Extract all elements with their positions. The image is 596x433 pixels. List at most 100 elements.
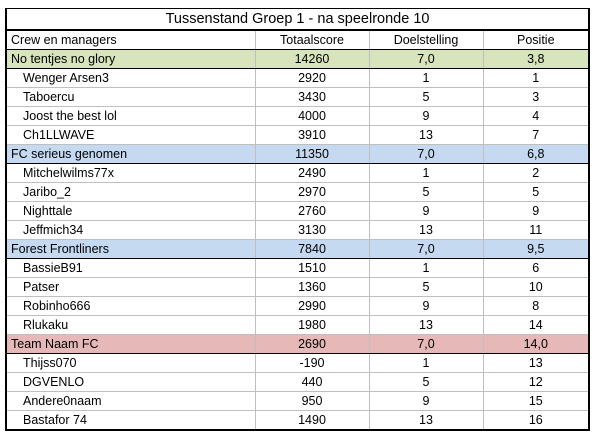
manager-position: 4 [482, 106, 591, 126]
team-row: FC serieus genomen 11350 7,0 6,8 [5, 144, 591, 164]
team-position: 14,0 [482, 334, 591, 354]
team-position: 9,5 [482, 239, 591, 259]
manager-row: Joost the best lol 4000 9 4 [5, 106, 591, 126]
team-name: No tentjes no glory [5, 49, 256, 69]
header-row: Crew en managers Totaalscore Doelstellin… [5, 29, 591, 50]
manager-row: Robinho666 2990 9 8 [5, 296, 591, 316]
manager-name: Nighttale [5, 201, 256, 221]
manager-goal: 5 [368, 372, 484, 392]
manager-total: 3910 [254, 125, 370, 145]
manager-row: BassieB91 1510 1 6 [5, 258, 591, 278]
manager-total: 2990 [254, 296, 370, 316]
manager-total: 4000 [254, 106, 370, 126]
manager-row: DGVENLO 440 5 12 [5, 372, 591, 392]
manager-row: Jeffmich34 3130 13 11 [5, 220, 591, 240]
manager-position: 3 [482, 87, 591, 107]
manager-position: 12 [482, 372, 591, 392]
manager-position: 8 [482, 296, 591, 316]
manager-position: 9 [482, 201, 591, 221]
team-row: Team Naam FC 2690 7,0 14,0 [5, 334, 591, 354]
table-title: Tussenstand Groep 1 - na speelronde 10 [4, 8, 591, 31]
manager-goal: 5 [368, 182, 484, 202]
manager-goal: 13 [368, 410, 484, 431]
manager-row: Bastafor 74 1490 13 16 [5, 410, 591, 431]
team-position: 3,8 [482, 49, 591, 69]
manager-total: 2970 [254, 182, 370, 202]
team-total: 2690 [254, 334, 370, 354]
manager-name: Robinho666 [5, 296, 256, 316]
team-name: FC serieus genomen [5, 144, 256, 164]
manager-total: 3130 [254, 220, 370, 240]
manager-total: 1490 [254, 410, 370, 431]
manager-goal: 1 [368, 163, 484, 183]
title-row: Tussenstand Groep 1 - na speelronde 10 [4, 8, 591, 31]
manager-total: 2490 [254, 163, 370, 183]
team-total: 7840 [254, 239, 370, 259]
team-name: Forest Frontliners [5, 239, 256, 259]
manager-row: Nighttale 2760 9 9 [5, 201, 591, 221]
manager-position: 1 [482, 68, 591, 88]
manager-position: 2 [482, 163, 591, 183]
team-goal: 7,0 [368, 334, 484, 354]
manager-total: 1980 [254, 315, 370, 335]
manager-row: Taboercu 3430 5 3 [5, 87, 591, 107]
manager-position: 14 [482, 315, 591, 335]
manager-row: Wenger Arsen3 2920 1 1 [5, 68, 591, 88]
manager-row: Mitchelwilms77x 2490 1 2 [5, 163, 591, 183]
manager-goal: 13 [368, 220, 484, 240]
manager-name: Jeffmich34 [5, 220, 256, 240]
manager-position: 5 [482, 182, 591, 202]
manager-name: Mitchelwilms77x [5, 163, 256, 183]
team-goal: 7,0 [368, 239, 484, 259]
manager-name: BassieB91 [5, 258, 256, 278]
column-header-goal: Doelstelling [368, 29, 484, 50]
manager-position: 6 [482, 258, 591, 278]
manager-position: 15 [482, 391, 591, 411]
manager-total: 950 [254, 391, 370, 411]
team-row: No tentjes no glory 14260 7,0 3,8 [5, 49, 591, 69]
manager-total: 2760 [254, 201, 370, 221]
manager-row: Andere0naam 950 9 15 [5, 391, 591, 411]
manager-row: Patser 1360 5 10 [5, 277, 591, 297]
manager-goal: 1 [368, 258, 484, 278]
manager-goal: 9 [368, 391, 484, 411]
manager-name: Patser [5, 277, 256, 297]
standings-table: Tussenstand Groep 1 - na speelronde 10 C… [4, 8, 591, 431]
manager-name: Wenger Arsen3 [5, 68, 256, 88]
column-header-crew: Crew en managers [5, 29, 256, 50]
manager-goal: 9 [368, 296, 484, 316]
manager-total: 2920 [254, 68, 370, 88]
manager-goal: 13 [368, 315, 484, 335]
team-position: 6,8 [482, 144, 591, 164]
manager-goal: 13 [368, 125, 484, 145]
manager-name: Bastafor 74 [5, 410, 256, 431]
manager-name: DGVENLO [5, 372, 256, 392]
manager-total: 1510 [254, 258, 370, 278]
manager-position: 16 [482, 410, 591, 431]
manager-goal: 1 [368, 68, 484, 88]
manager-total: 440 [254, 372, 370, 392]
column-header-total: Totaalscore [254, 29, 370, 50]
manager-total: 1360 [254, 277, 370, 297]
manager-goal: 5 [368, 277, 484, 297]
manager-row: Rlukaku 1980 13 14 [5, 315, 591, 335]
team-total: 14260 [254, 49, 370, 69]
column-header-position: Positie [482, 29, 591, 50]
manager-row: Ch1LLWAVE 3910 13 7 [5, 125, 591, 145]
team-goal: 7,0 [368, 49, 484, 69]
team-total: 11350 [254, 144, 370, 164]
manager-name: Joost the best lol [5, 106, 256, 126]
manager-position: 10 [482, 277, 591, 297]
team-name: Team Naam FC [5, 334, 256, 354]
manager-goal: 9 [368, 106, 484, 126]
manager-position: 13 [482, 353, 591, 373]
manager-name: Jaribo_2 [5, 182, 256, 202]
manager-row: Thijss070 -190 1 13 [5, 353, 591, 373]
manager-goal: 1 [368, 353, 484, 373]
manager-row: Jaribo_2 2970 5 5 [5, 182, 591, 202]
manager-total: 3430 [254, 87, 370, 107]
manager-name: Thijss070 [5, 353, 256, 373]
manager-name: Ch1LLWAVE [5, 125, 256, 145]
team-row: Forest Frontliners 7840 7,0 9,5 [5, 239, 591, 259]
team-goal: 7,0 [368, 144, 484, 164]
